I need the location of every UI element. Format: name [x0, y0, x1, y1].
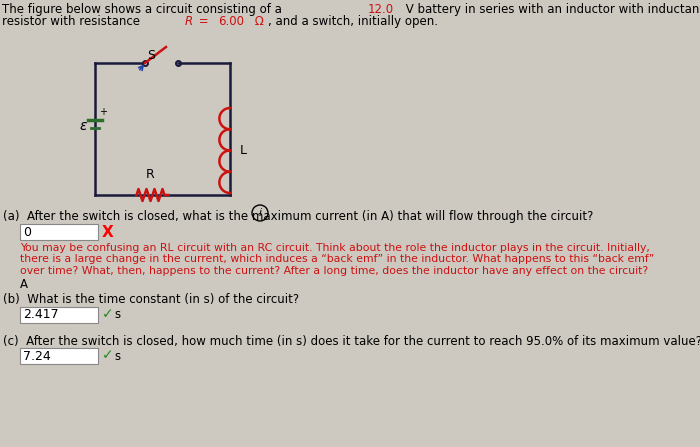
Text: Ω: Ω — [251, 15, 264, 28]
Text: (b)  What is the time constant (in s) of the circuit?: (b) What is the time constant (in s) of … — [3, 294, 299, 307]
Text: +: + — [99, 107, 107, 117]
Text: s: s — [114, 308, 120, 321]
FancyBboxPatch shape — [20, 224, 98, 240]
FancyBboxPatch shape — [20, 347, 98, 363]
Text: ✓: ✓ — [102, 308, 113, 321]
Text: You may be confusing an RL circuit with an RC circuit. Think about the role the : You may be confusing an RL circuit with … — [20, 243, 650, 253]
Text: ✓: ✓ — [102, 349, 113, 363]
FancyBboxPatch shape — [20, 307, 98, 322]
Text: 2.417: 2.417 — [23, 308, 59, 321]
Text: , and a switch, initially open.: , and a switch, initially open. — [268, 15, 438, 28]
Text: (c)  After the switch is closed, how much time (in s) does it take for the curre: (c) After the switch is closed, how much… — [3, 334, 700, 347]
Text: V battery in series with an inductor with inductance: V battery in series with an inductor wit… — [402, 3, 700, 16]
Text: S: S — [147, 49, 155, 62]
Text: 12.0: 12.0 — [368, 3, 394, 16]
Text: resistor with resistance: resistor with resistance — [2, 15, 143, 28]
Text: there is a large change in the current, which induces a “back emf” in the induct: there is a large change in the current, … — [20, 254, 654, 265]
Text: R: R — [146, 168, 155, 181]
Text: (a)  After the switch is closed, what is the maximum current (in A) that will fl: (a) After the switch is closed, what is … — [3, 210, 594, 223]
Text: The figure below shows a circuit consisting of a: The figure below shows a circuit consist… — [2, 3, 286, 16]
Text: 0: 0 — [23, 226, 31, 239]
Text: R: R — [185, 15, 193, 28]
Text: 7.24: 7.24 — [23, 350, 50, 363]
Text: X: X — [102, 225, 113, 240]
Text: over time? What, then, happens to the current? After a long time, does the induc: over time? What, then, happens to the cu… — [20, 266, 648, 276]
Text: L: L — [240, 144, 247, 157]
Text: i: i — [258, 208, 262, 218]
Text: 6.00: 6.00 — [218, 15, 244, 28]
Text: =: = — [195, 15, 213, 28]
Text: ε: ε — [79, 119, 87, 133]
Text: A: A — [20, 278, 28, 291]
Text: s: s — [114, 350, 120, 363]
